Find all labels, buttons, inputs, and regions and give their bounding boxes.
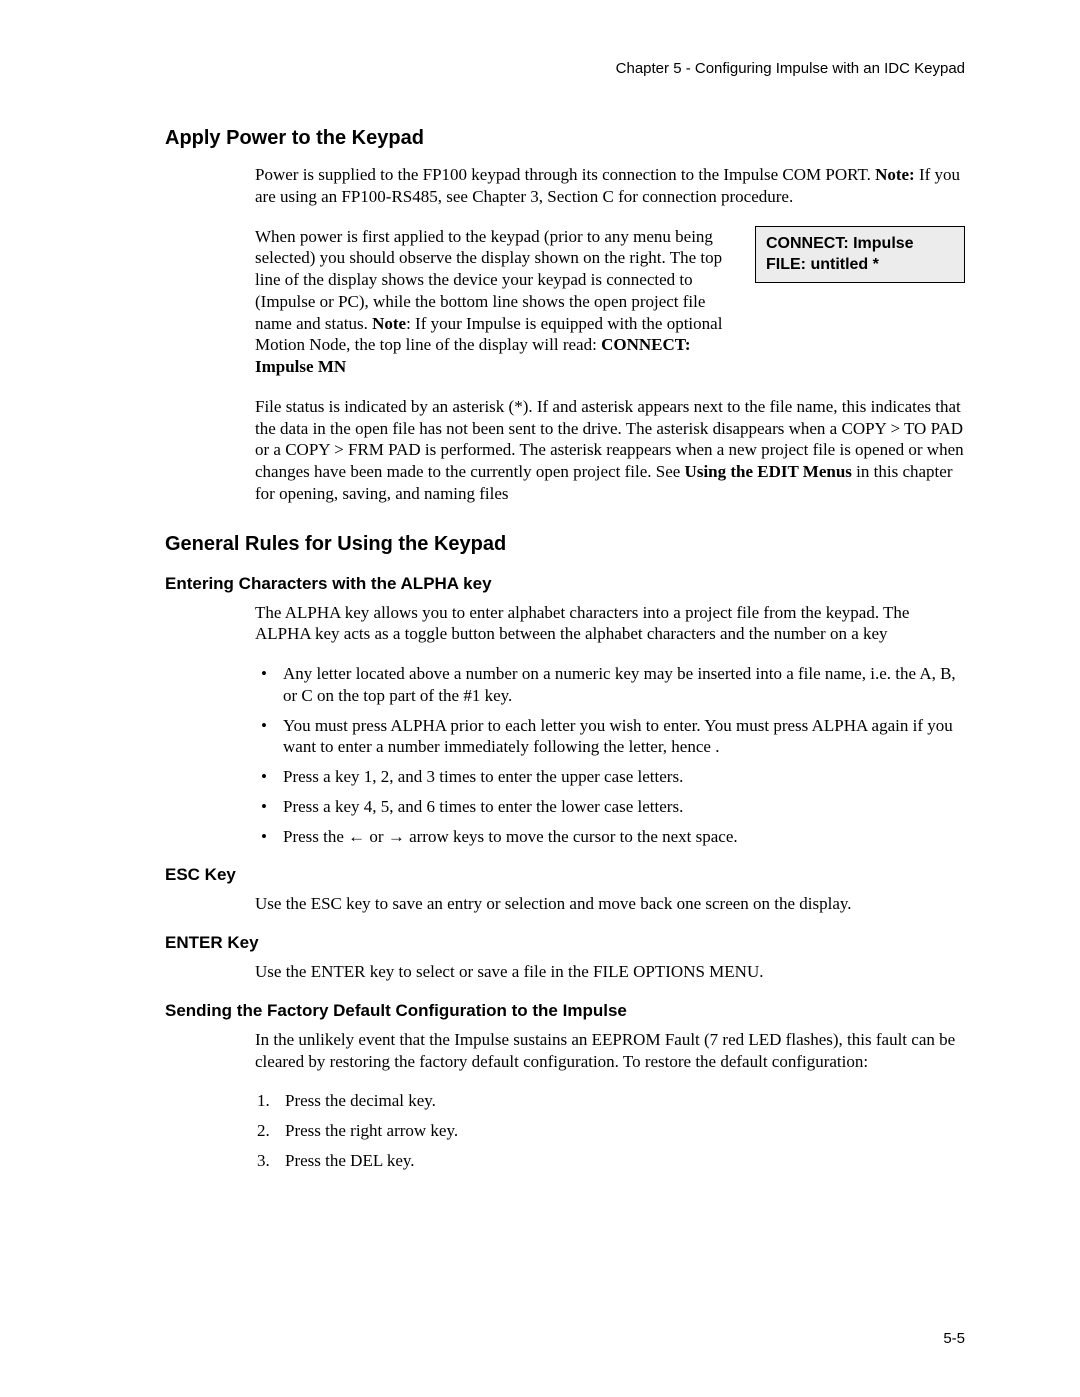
text: Power is supplied to the FP100 keypad th… bbox=[255, 165, 875, 184]
lcd-line-2: FILE: untitled * bbox=[766, 254, 954, 276]
subsection-alpha-title: Entering Characters with the ALPHA key bbox=[165, 574, 965, 594]
note-label: Note bbox=[372, 314, 406, 333]
list-item: Press a key 1, 2, and 3 times to enter t… bbox=[255, 766, 965, 788]
list-item: Press the right arrow key. bbox=[255, 1120, 965, 1142]
subsection-alpha-body: The ALPHA key allows you to enter alphab… bbox=[255, 602, 965, 848]
note-label: Note: bbox=[875, 165, 915, 184]
lcd-display-box: CONNECT: Impulse FILE: untitled * bbox=[755, 226, 965, 283]
para-esc: Use the ESC key to save an entry or sele… bbox=[255, 893, 965, 915]
list-item: Press the ← or → arrow keys to move the … bbox=[255, 826, 965, 848]
para-first-applied: When power is first applied to the keypa… bbox=[255, 226, 731, 378]
subsection-factory-default-title: Sending the Factory Default Configuratio… bbox=[165, 1001, 965, 1021]
para-power-supplied: Power is supplied to the FP100 keypad th… bbox=[255, 164, 965, 208]
para-alpha-key: The ALPHA key allows you to enter alphab… bbox=[255, 602, 965, 646]
subsection-esc-body: Use the ESC key to save an entry or sele… bbox=[255, 893, 965, 915]
para-enter: Use the ENTER key to select or save a fi… bbox=[255, 961, 965, 983]
subsection-enter-body: Use the ENTER key to select or save a fi… bbox=[255, 961, 965, 983]
list-item: Press the DEL key. bbox=[255, 1150, 965, 1172]
section-apply-power-title: Apply Power to the Keypad bbox=[165, 127, 965, 150]
bold-ref: Using the EDIT Menus bbox=[685, 462, 852, 481]
list-item: Any letter located above a number on a n… bbox=[255, 663, 965, 707]
chapter-header: Chapter 5 - Configuring Impulse with an … bbox=[165, 60, 965, 77]
list-item: Press a key 4, 5, and 6 times to enter t… bbox=[255, 796, 965, 818]
subsection-esc-title: ESC Key bbox=[165, 865, 965, 885]
list-item: Press the decimal key. bbox=[255, 1090, 965, 1112]
page-number: 5-5 bbox=[943, 1330, 965, 1347]
alpha-bullet-list: Any letter located above a number on a n… bbox=[255, 663, 965, 847]
list-item: You must press ALPHA prior to each lette… bbox=[255, 715, 965, 759]
row-display-description: When power is first applied to the keypa… bbox=[255, 226, 965, 378]
section-general-rules-title: General Rules for Using the Keypad bbox=[165, 533, 965, 556]
factory-default-steps: Press the decimal key. Press the right a… bbox=[255, 1090, 965, 1171]
para-file-status: File status is indicated by an asterisk … bbox=[255, 396, 965, 505]
subsection-factory-default-body: In the unlikely event that the Impulse s… bbox=[255, 1029, 965, 1172]
section-apply-power-body: Power is supplied to the FP100 keypad th… bbox=[255, 164, 965, 505]
subsection-enter-title: ENTER Key bbox=[165, 933, 965, 953]
lcd-line-1: CONNECT: Impulse bbox=[766, 233, 954, 255]
page: Chapter 5 - Configuring Impulse with an … bbox=[0, 0, 1080, 1397]
para-factory-default: In the unlikely event that the Impulse s… bbox=[255, 1029, 965, 1073]
